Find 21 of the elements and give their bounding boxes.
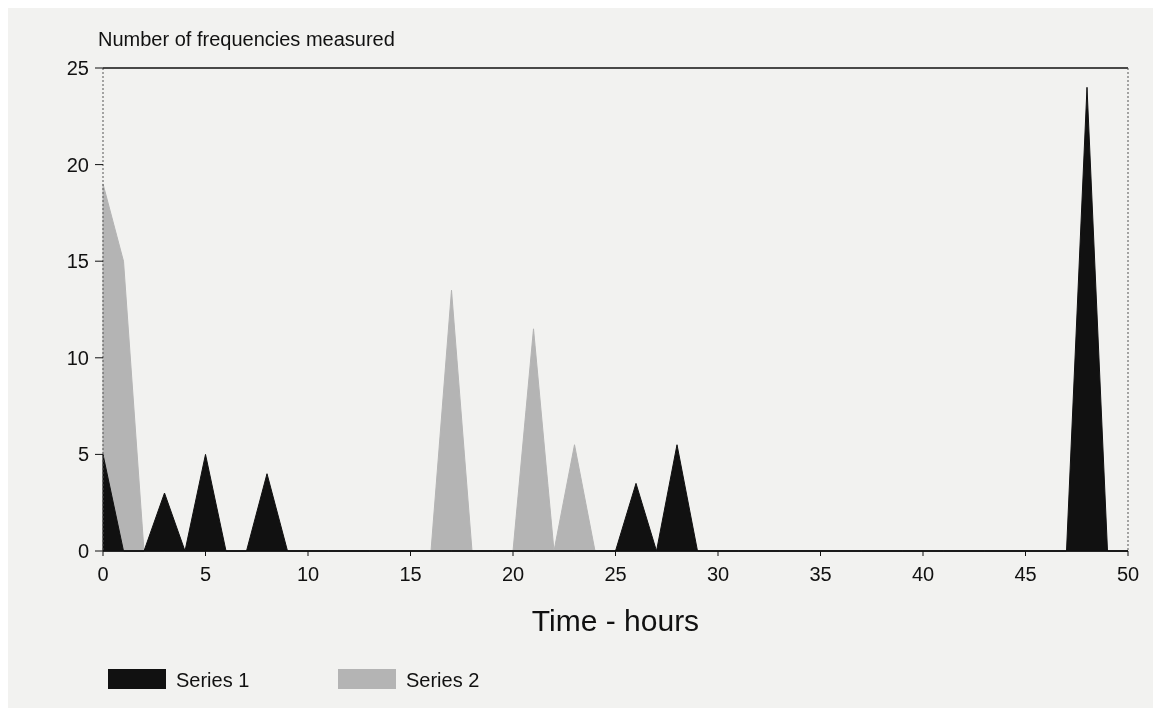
x-axis-title: Time - hours bbox=[531, 604, 700, 637]
y-tick-label: 20 bbox=[66, 153, 89, 176]
y-tick-label: 10 bbox=[66, 346, 89, 369]
x-tick-label: 40 bbox=[911, 563, 935, 585]
x-tick-label: 10 bbox=[296, 563, 320, 585]
x-tick-label: 25 bbox=[604, 563, 627, 585]
x-tick-label: 20 bbox=[501, 563, 525, 585]
x-tick-label: 0 bbox=[97, 563, 109, 585]
y-axis-title: Number of frequencies measured bbox=[98, 28, 395, 50]
x-tick-label: 30 bbox=[706, 563, 730, 585]
legend-label: Series 2 bbox=[406, 669, 480, 691]
y-tick-label: 5 bbox=[77, 443, 89, 466]
y-tick-label: 15 bbox=[66, 250, 89, 273]
legend-label: Series 1 bbox=[176, 669, 250, 691]
y-tick-label: 25 bbox=[66, 57, 89, 79]
x-tick-label: 50 bbox=[1116, 563, 1140, 585]
x-tick-label: 15 bbox=[399, 563, 422, 585]
x-tick-label: 35 bbox=[809, 563, 832, 585]
y-tick-label: 0 bbox=[77, 540, 89, 562]
x-tick-label: 45 bbox=[1014, 563, 1037, 585]
x-tick-label: 5 bbox=[199, 563, 212, 585]
